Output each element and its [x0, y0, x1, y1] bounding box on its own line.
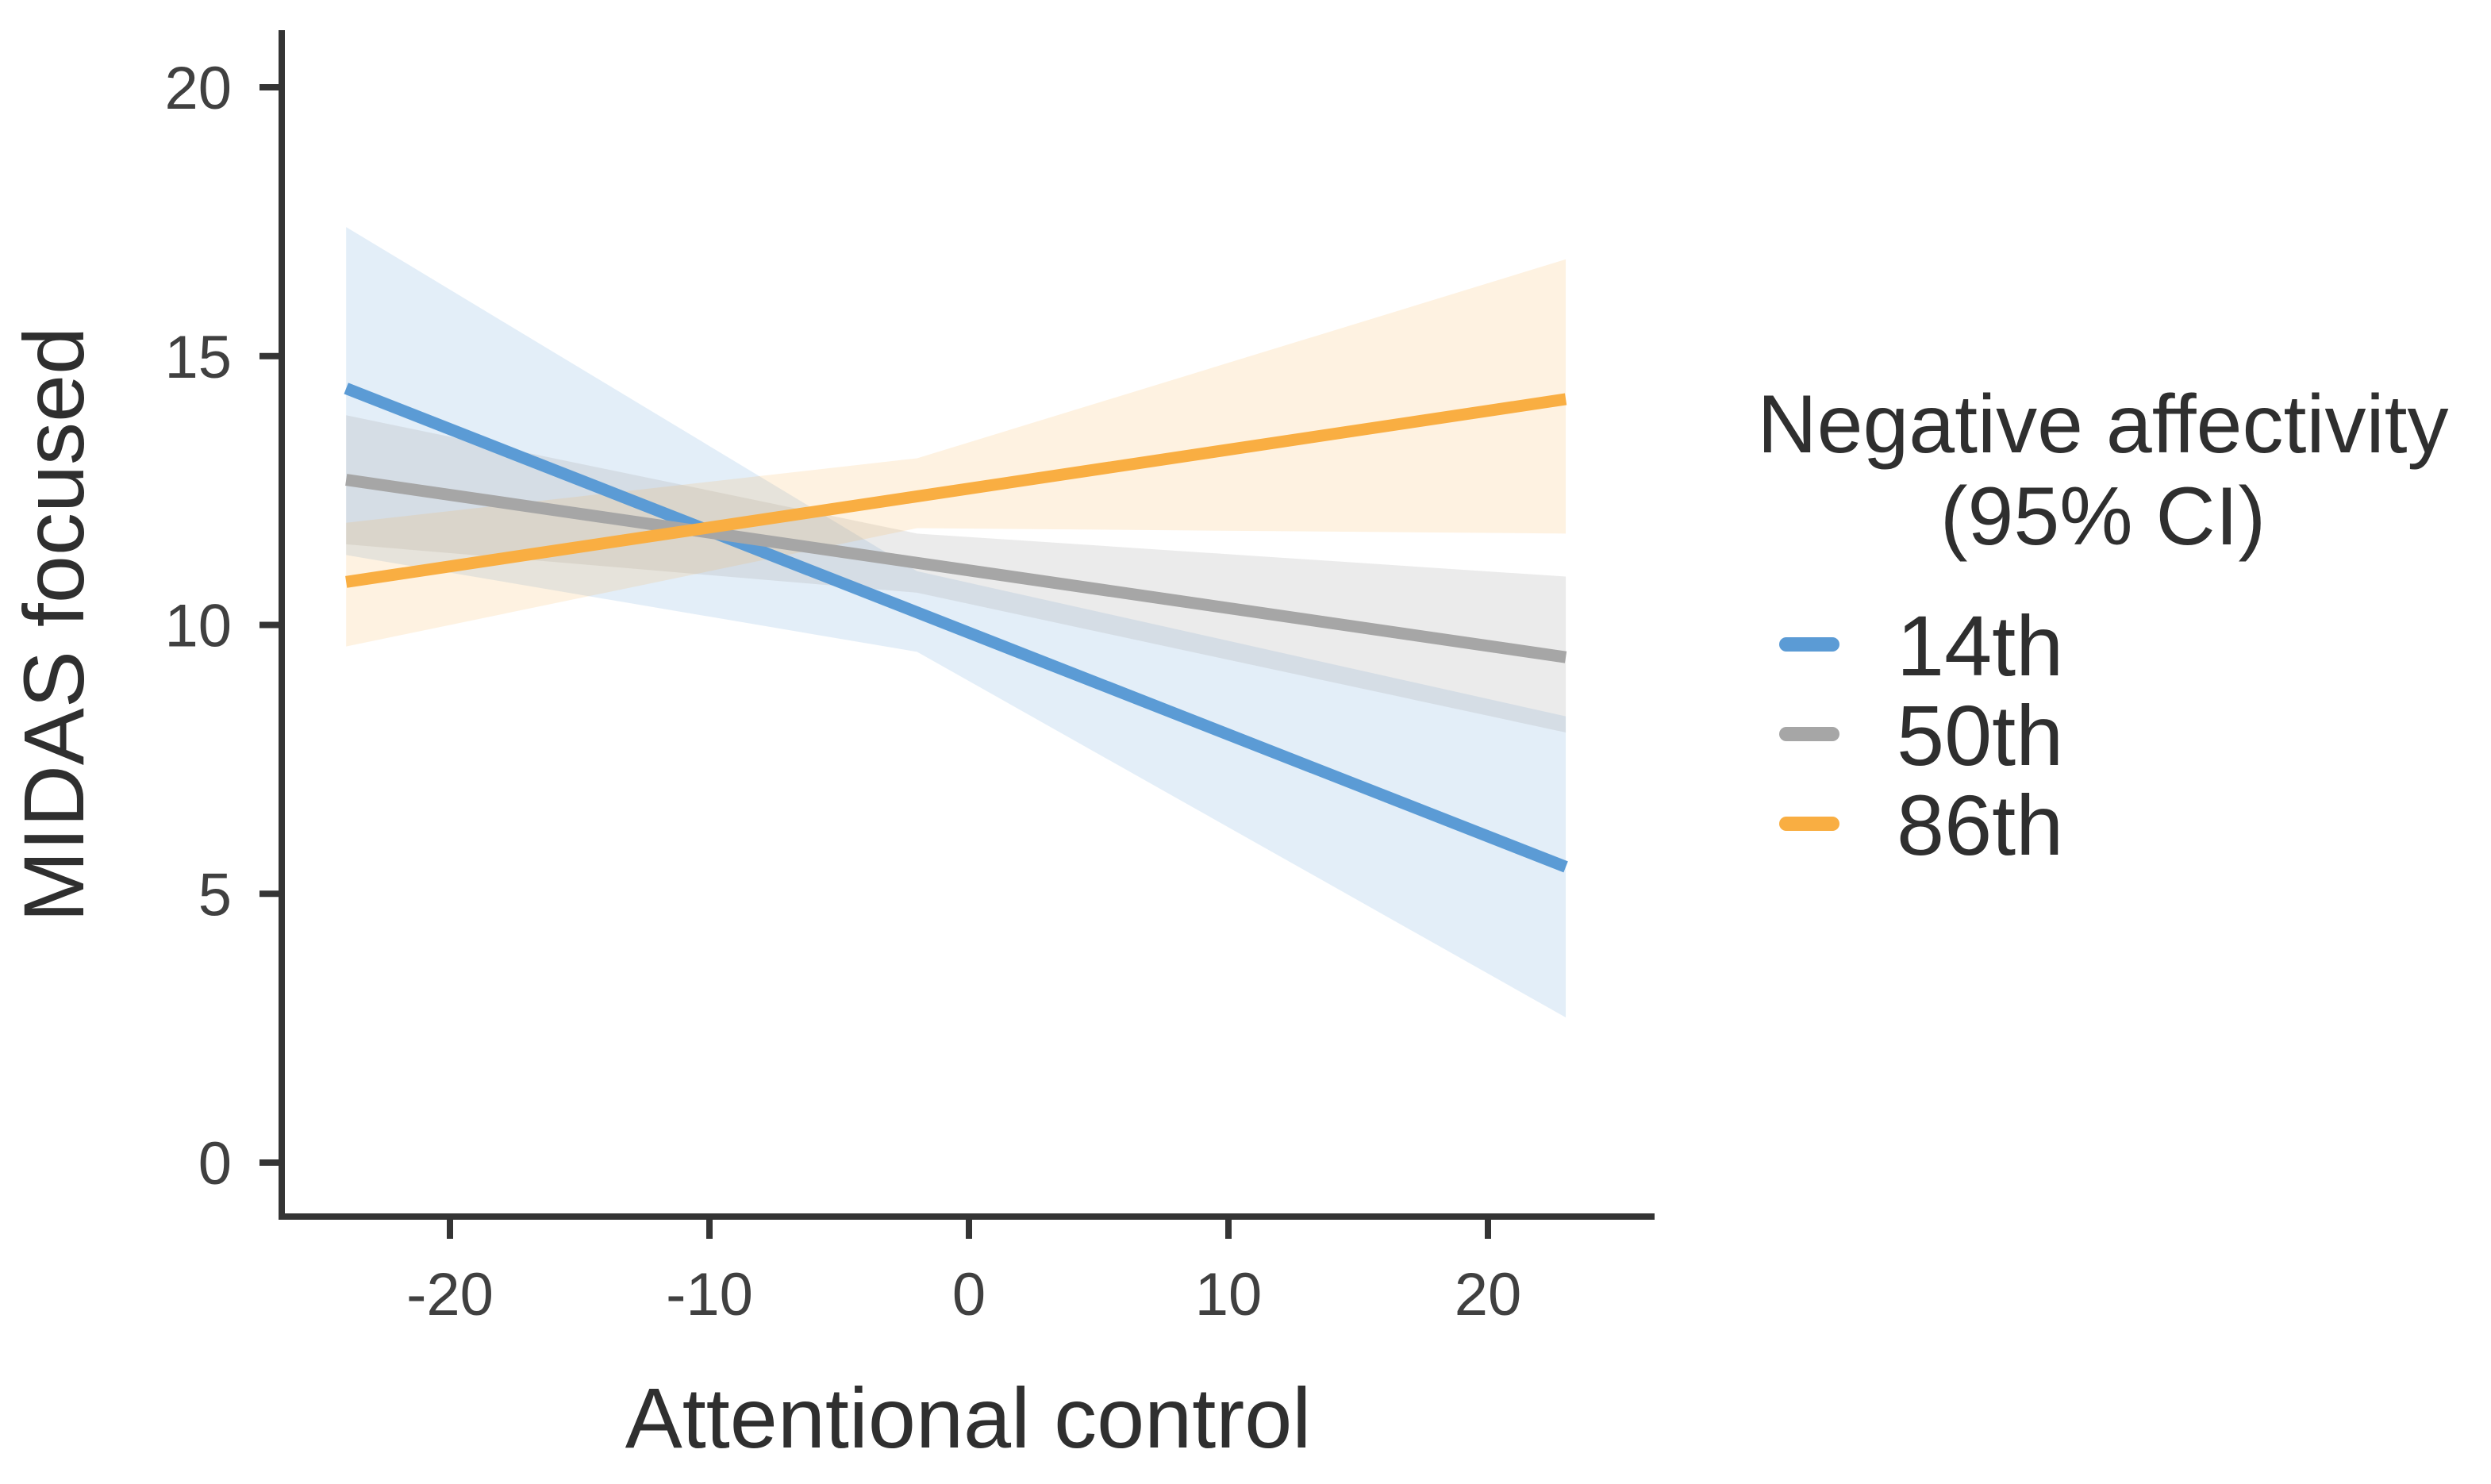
regression-lines	[344, 383, 1568, 873]
line-14th	[344, 383, 1568, 873]
y-axis-title: MIDAS focused	[6, 327, 102, 922]
x-tick-label: 20	[1455, 1261, 1522, 1328]
legend: Negative affectivity (95% CI) 14th 50th …	[1758, 379, 2449, 873]
x-tick-label: 10	[1195, 1261, 1263, 1328]
legend-swatch-86th	[1779, 817, 1839, 831]
y-ticks	[259, 84, 282, 1166]
ci-ribbon-86th	[346, 259, 1566, 647]
legend-label-50th: 50th	[1897, 687, 2063, 783]
x-tick-label: 0	[952, 1261, 986, 1328]
x-tick-label: -20	[406, 1261, 494, 1328]
y-tick-label: 20	[164, 55, 232, 122]
line-50th	[345, 474, 1567, 663]
x-tick-labels: -20 -10 0 10 20	[406, 1261, 1521, 1328]
line-86th	[345, 393, 1567, 588]
legend-title-line1: Negative affectivity	[1758, 379, 2449, 471]
legend-swatch-50th	[1779, 727, 1839, 741]
y-tick-label: 0	[198, 1130, 232, 1198]
x-ticks	[447, 1217, 1491, 1239]
x-axis-title: Attentional control	[625, 1370, 1312, 1466]
x-tick-label: -10	[666, 1261, 753, 1328]
y-tick-label: 10	[164, 593, 232, 660]
y-tick-label: 15	[164, 324, 232, 391]
legend-label-14th: 14th	[1897, 598, 2063, 694]
legend-label-86th: 86th	[1897, 777, 2063, 873]
legend-title-line2: (95% CI)	[1940, 471, 2266, 563]
legend-swatch-14th	[1779, 637, 1839, 652]
y-tick-labels: 0 5 10 15 20	[164, 55, 232, 1198]
y-tick-label: 5	[198, 861, 232, 928]
